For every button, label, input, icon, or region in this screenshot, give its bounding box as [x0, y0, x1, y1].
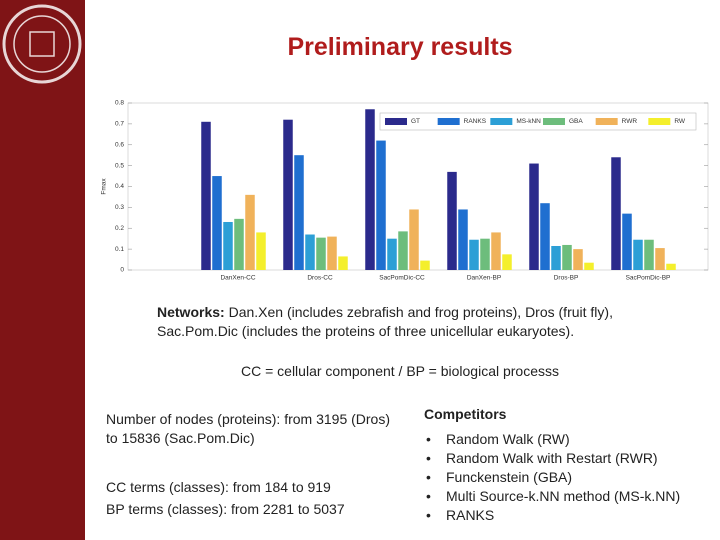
bar	[420, 260, 430, 270]
bar	[447, 171, 457, 270]
bar	[316, 237, 326, 270]
bar	[562, 244, 572, 270]
y-tick-label: 0.7	[115, 121, 124, 128]
bar	[387, 238, 397, 270]
bar	[409, 209, 419, 270]
bar	[294, 155, 304, 270]
bar	[245, 194, 255, 270]
bar	[633, 239, 643, 270]
y-tick-label: 0.3	[115, 204, 124, 211]
legend-label: GBA	[569, 118, 583, 125]
logo	[2, 4, 82, 84]
bar	[256, 232, 266, 270]
y-tick-label: 0.6	[115, 141, 124, 148]
bar	[502, 254, 512, 270]
x-tick-label: Dros-BP	[554, 275, 579, 282]
bar	[480, 238, 490, 270]
x-tick-label: Dros-CC	[307, 275, 333, 282]
networks-label: Networks:	[157, 304, 225, 320]
competitors-title: Competitors	[424, 406, 507, 422]
bar	[398, 231, 408, 270]
competitor: Funckenstein (GBA)	[424, 468, 680, 487]
legend-label: MS-kNN	[516, 118, 541, 125]
bar	[611, 157, 621, 270]
legend-swatch	[490, 118, 513, 125]
bar	[376, 140, 386, 270]
y-tick-label: 0.1	[115, 246, 124, 253]
y-tick-label: 0.2	[115, 225, 124, 232]
legend-label: RWR	[622, 118, 638, 125]
bar	[491, 232, 501, 270]
bar	[666, 263, 676, 270]
bar	[201, 121, 211, 270]
bar	[540, 203, 550, 270]
legend-label: RW	[674, 118, 686, 125]
chart: 0 0.1 0.2 0.3 0.4 0.5 0.6 0.7 0.8 Fmax DanXen-CC Dr…	[101, 100, 709, 282]
y-tick-label: 0	[120, 267, 124, 274]
competitor: Random Walk (RW)	[424, 430, 680, 449]
bar	[584, 262, 594, 270]
competitor-list: Random Walk (RW)Random Walk with Restart…	[424, 430, 680, 525]
legend-swatch	[543, 118, 565, 125]
competitor: Random Walk with Restart (RWR)	[424, 449, 680, 468]
legend-swatch	[595, 118, 618, 125]
bar	[223, 221, 233, 270]
legend-swatch	[385, 118, 407, 125]
x-tick-label: DanXen-BP	[467, 275, 501, 282]
bar	[529, 163, 539, 270]
y-tick-label: 0.5	[115, 162, 124, 169]
bar	[458, 209, 468, 270]
x-tick-label: DanXen-CC	[220, 275, 255, 282]
bar	[327, 236, 337, 270]
bar	[469, 239, 479, 270]
bar	[305, 234, 315, 270]
legend-box	[379, 112, 697, 131]
bar	[551, 245, 561, 270]
bar	[573, 249, 583, 270]
abbreviations: CC = cellular component / BP = biologica…	[240, 363, 559, 379]
bar	[234, 218, 244, 270]
legend-label: RANKS	[464, 118, 487, 125]
legend-label: GT	[411, 118, 420, 125]
networks: Networks: Dan.Xen (includes zebrafish an…	[157, 303, 677, 341]
stat: BP terms (classes): from 2281 to 5037	[106, 501, 345, 517]
bar	[644, 239, 654, 270]
x-tick-label: SacPomDic-BP	[626, 275, 671, 282]
competitor: RANKS	[424, 506, 680, 525]
bar	[622, 213, 632, 270]
bar	[283, 119, 293, 270]
bar	[338, 256, 348, 270]
y-tick-label: 0.8	[115, 100, 124, 107]
y-tick-label: 0.4	[115, 183, 124, 190]
side-strip	[0, 0, 85, 540]
stat: CC terms (classes): from 184 to 919	[106, 479, 331, 495]
bar	[212, 176, 222, 270]
networks-text: Dan.Xen (includes zebrafish and frog pro…	[157, 304, 613, 339]
stat: Number of nodes (proteins): from 3195 (D…	[106, 411, 390, 446]
legend-swatch	[648, 118, 671, 125]
legend-swatch	[437, 118, 460, 125]
y-axis-label: Fmax	[101, 178, 108, 195]
competitor: Multi Source-k.NN method (MS-k.NN)	[424, 487, 680, 506]
slide-title: Preliminary results	[287, 33, 513, 61]
bar	[365, 109, 375, 270]
x-tick-label: SacPomDic-CC	[379, 275, 425, 282]
bar	[655, 248, 665, 270]
